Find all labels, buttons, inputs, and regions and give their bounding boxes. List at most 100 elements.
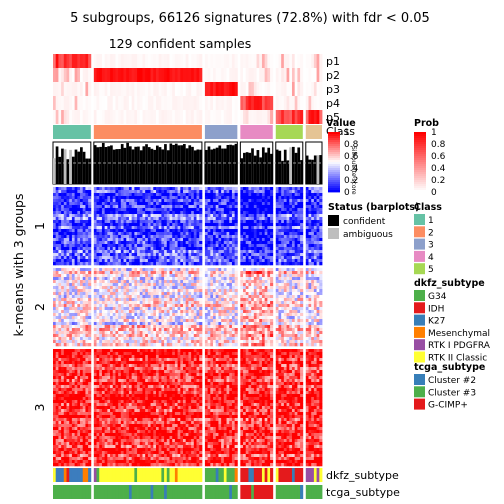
heatmap-cell <box>150 217 154 221</box>
heatmap-cell <box>213 202 217 206</box>
heatmap-cell <box>183 322 187 326</box>
heatmap-cell <box>93 280 97 284</box>
heatmap-cell <box>221 253 225 257</box>
heatmap-cell <box>183 286 187 290</box>
heatmap-cell <box>58 232 62 236</box>
heatmap-cell <box>61 283 65 287</box>
heatmap-cell <box>82 214 86 218</box>
heatmap-cell <box>142 313 146 317</box>
heatmap-cell <box>107 268 111 272</box>
heatmap-cell <box>120 292 124 296</box>
heatmap-cell <box>174 253 178 257</box>
prob-cell <box>169 82 173 96</box>
heatmap-cell <box>193 232 197 236</box>
heatmap-cell <box>115 283 119 287</box>
heatmap-cell <box>215 280 219 284</box>
heatmap-cell <box>253 301 257 305</box>
heatmap-cell <box>191 271 195 275</box>
prob-cell <box>174 68 178 82</box>
heatmap-cell <box>283 217 287 221</box>
prob-cell <box>126 54 130 68</box>
heatmap-cell <box>234 283 238 287</box>
heatmap-cell <box>131 205 135 209</box>
heatmap-cell <box>234 253 238 257</box>
heatmap-cell <box>180 313 184 317</box>
heatmap-cell <box>275 286 279 290</box>
heatmap-cell <box>231 286 236 290</box>
heatmap-cell <box>96 193 100 197</box>
heatmap-cell <box>58 328 62 332</box>
heatmap-cell <box>193 268 197 272</box>
heatmap-cell <box>291 319 296 323</box>
prob-cell <box>142 68 146 82</box>
heatmap-cell <box>161 325 165 329</box>
heatmap-cell <box>139 271 143 275</box>
heatmap-cell <box>80 289 84 293</box>
heatmap-cell <box>243 190 247 194</box>
heatmap-cell <box>221 319 225 323</box>
heatmap-cell <box>115 220 119 224</box>
heatmap-cell <box>145 316 149 320</box>
heatmap-cell <box>297 187 301 191</box>
heatmap-cell <box>139 208 143 212</box>
heatmap-cell <box>158 280 162 284</box>
heatmap-cell <box>297 268 301 272</box>
heatmap-cell <box>183 208 187 212</box>
heatmap-cell <box>80 235 84 239</box>
heatmap-cell <box>188 187 192 191</box>
heatmap-cell <box>300 259 304 263</box>
prob-cell <box>313 54 317 68</box>
heatmap-cell <box>313 202 317 206</box>
heatmap-cell <box>82 220 86 224</box>
heatmap-cell <box>88 295 92 299</box>
heatmap-cell <box>93 268 97 272</box>
heatmap-cell <box>166 325 170 329</box>
heatmap-cell <box>229 298 233 302</box>
heatmap-cell <box>104 301 108 305</box>
heatmap-cell <box>308 325 312 329</box>
heatmap-cell <box>53 229 57 233</box>
heatmap-cell <box>177 238 181 242</box>
heatmap-cell <box>101 247 106 251</box>
heatmap-cell <box>120 262 124 266</box>
prob-cell <box>126 110 130 124</box>
heatmap-cell <box>188 217 192 221</box>
heatmap-cell <box>169 196 173 200</box>
heatmap-cell <box>142 247 146 251</box>
prob-cell <box>183 96 187 110</box>
heatmap-cell <box>53 259 57 263</box>
heatmap-cell <box>82 250 86 254</box>
heatmap-cell <box>61 208 65 212</box>
heatmap-cell <box>104 235 108 239</box>
heatmap-cell <box>207 313 211 317</box>
prob-cell <box>139 96 143 110</box>
heatmap-cell <box>283 208 287 212</box>
heatmap-cell <box>180 259 184 263</box>
prob-cell <box>234 68 238 82</box>
heatmap-cell <box>77 322 81 326</box>
heatmap-cell <box>215 187 219 191</box>
heatmap-cell <box>161 310 165 314</box>
heatmap-cell <box>63 310 67 314</box>
prob-cell <box>223 96 227 110</box>
heatmap-cell <box>313 208 317 212</box>
heatmap-cell <box>74 205 78 209</box>
heatmap-cell <box>245 295 249 299</box>
heatmap-cell <box>142 244 146 248</box>
heatmap-cell <box>177 295 181 299</box>
heatmap-cell <box>166 211 170 215</box>
heatmap-cell <box>267 280 271 284</box>
heatmap-cell <box>115 205 119 209</box>
heatmap-cell <box>283 205 287 209</box>
prob-cell <box>243 82 247 96</box>
heatmap-cell <box>153 223 157 227</box>
prob-cell <box>199 54 203 68</box>
heatmap-cell <box>229 262 233 266</box>
prob-cell <box>283 68 287 82</box>
heatmap-cell <box>80 307 84 311</box>
heatmap-cell <box>128 253 133 257</box>
heatmap-cell <box>61 220 65 224</box>
heatmap-cell <box>166 271 170 275</box>
heatmap-cell <box>256 202 260 206</box>
prob-cell <box>185 96 189 110</box>
